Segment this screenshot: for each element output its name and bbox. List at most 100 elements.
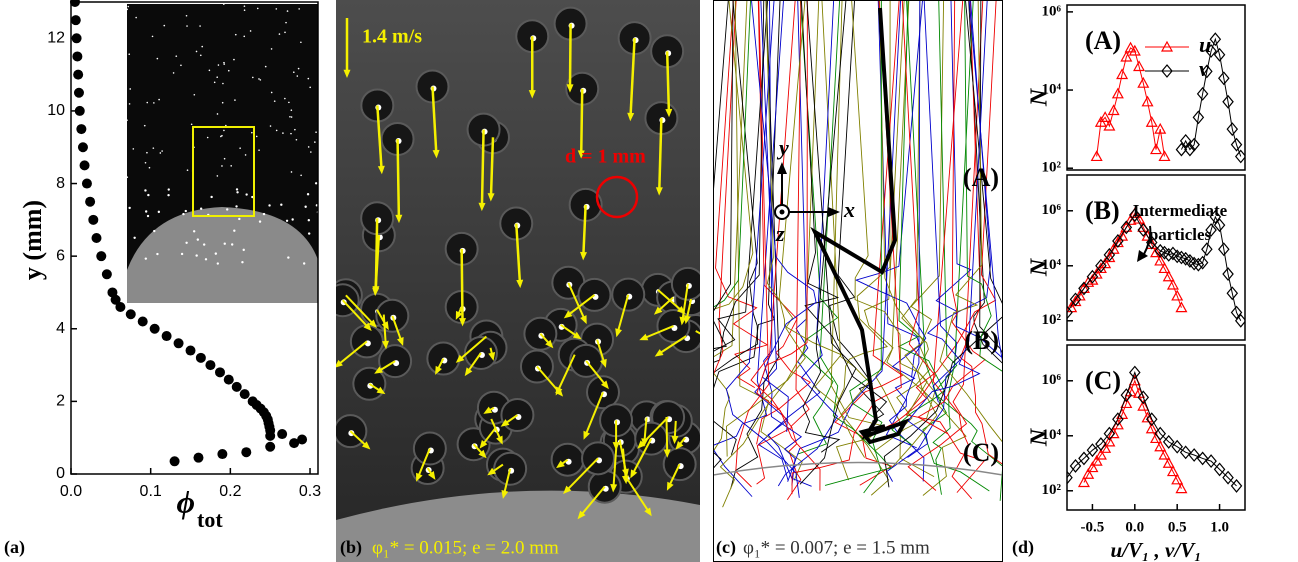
legend-label: v [1199,56,1209,81]
velocity-arrow [624,476,650,512]
velocity-arrow [539,333,550,345]
arrowhead [368,319,377,328]
trajectory [932,1,973,499]
point [1124,41,1137,53]
arrowhead [487,467,497,476]
speck [307,219,311,222]
arrowhead [432,149,440,159]
speck [144,161,147,164]
point [1196,451,1209,466]
speck [298,8,300,10]
speck [290,109,293,112]
point [81,178,92,189]
point [169,456,180,467]
trajectory [926,1,992,403]
y-tick-label: 4 [56,320,65,337]
y-tick-label: 10⁴ [1042,257,1062,273]
speck [315,131,317,133]
point [1154,254,1167,266]
y-tick-label: 6 [56,247,65,264]
velocity-arrow [618,440,627,472]
speck [153,102,155,104]
trajectory [922,1,990,492]
trajectory [907,1,988,458]
speck [146,101,149,104]
arrowhead [381,321,389,331]
speck [180,252,184,256]
speck [133,236,136,239]
trajectory [979,1,1002,353]
plot-area [1067,365,1243,494]
point [1205,454,1217,469]
velocity-arrow [437,358,445,370]
plate-edge [714,461,1002,476]
point [1129,208,1141,222]
velocity-arrow [482,427,497,445]
series-line [1083,379,1182,489]
speck [234,33,237,36]
speck [144,189,147,192]
arrowhead [488,352,496,361]
speck [258,78,260,80]
speck [258,220,262,223]
point [1103,426,1116,441]
speck [158,98,160,101]
point [1120,388,1133,403]
point [1230,478,1243,493]
speck [223,157,226,160]
speck [221,165,223,167]
point [96,251,107,262]
arrowhead [487,193,495,202]
speck [258,149,260,151]
point [1230,305,1243,320]
y-tick-label: 10² [1042,160,1062,176]
speck [251,195,254,199]
point [1128,44,1141,56]
point [1094,448,1107,460]
arrowhead [704,334,713,341]
speck [129,88,131,90]
point [1179,133,1192,148]
speck [226,208,229,211]
point [72,51,83,62]
arrowhead [580,315,587,325]
trajectory [734,1,803,481]
speck [147,193,150,197]
point [1234,313,1245,328]
point [1133,60,1146,72]
speck [172,72,175,74]
arrowhead [583,430,590,440]
velocity-arrow [567,282,586,319]
speck [290,116,293,118]
point [1201,64,1213,79]
point [1162,457,1175,468]
speck [233,58,235,61]
arrowhead [556,460,565,469]
speck [175,55,178,57]
speck [288,101,290,104]
speck [127,176,129,179]
speck [214,252,218,255]
speck [223,61,225,64]
point [1111,87,1124,99]
arrowhead [679,316,687,326]
point [1103,435,1116,447]
point [1129,365,1141,380]
point [1154,426,1167,441]
point [1149,143,1163,155]
trajectory [819,1,892,486]
y-tick-label: 10⁴ [1042,81,1062,97]
trajectory [932,1,974,495]
speck [287,256,290,259]
speck [285,21,287,24]
speck [146,214,150,218]
point [289,438,300,449]
velocity-arrow [580,486,606,516]
trajectory [725,1,806,457]
arrowhead [377,165,385,175]
point [1171,249,1183,264]
velocity-arrow [467,352,482,372]
x-tick-label: 0.2 [219,483,241,500]
speck [297,67,300,70]
